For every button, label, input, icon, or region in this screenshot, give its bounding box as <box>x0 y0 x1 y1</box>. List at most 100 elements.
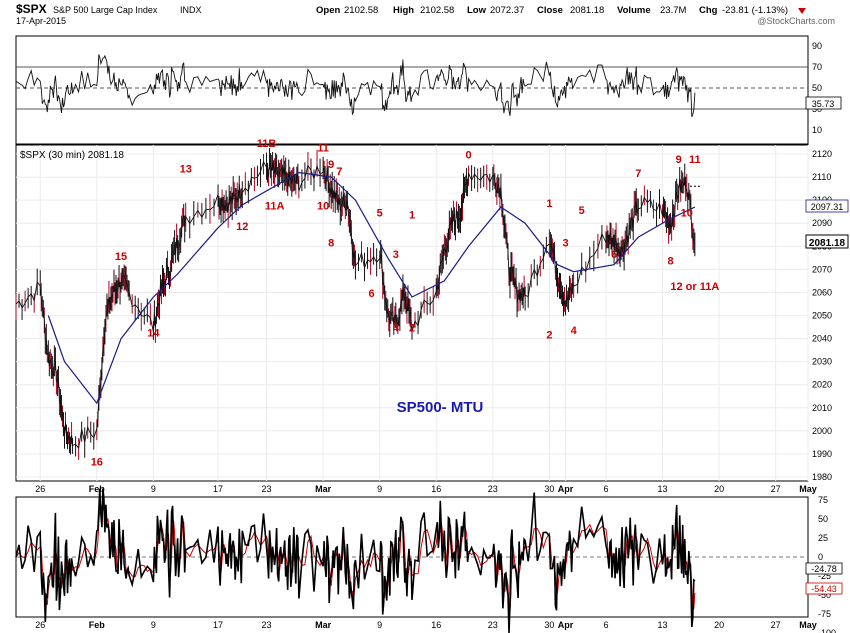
wave-label: 5 <box>377 207 383 219</box>
close-label: Close <box>537 5 563 16</box>
grid-lines <box>16 66 809 558</box>
wave-label: 2 <box>546 330 552 342</box>
wave-label: 1 <box>409 210 415 222</box>
wave-label: 10 <box>681 207 693 219</box>
wave-label: 1 <box>546 198 552 210</box>
stoch-tick-label: 25 <box>818 533 828 543</box>
price-tick-label: 2000 <box>812 426 832 436</box>
x-tick-label: May <box>799 620 817 630</box>
moving-average-line <box>47 171 696 405</box>
x-tick-label: 23 <box>262 484 272 494</box>
price-tick-label: 1980 <box>812 472 832 482</box>
wave-label: 14 <box>147 327 160 339</box>
wave-label: 11 <box>317 143 329 155</box>
price-tick-label: 2020 <box>812 380 832 390</box>
rsi-tick-label: 10 <box>812 125 822 135</box>
stoch-tick-label: -75 <box>818 609 831 619</box>
x-tick-label: Mar <box>315 484 332 494</box>
low-value: 2072.37 <box>490 5 524 16</box>
wave-label: 5 <box>579 205 585 217</box>
chart-caption: SP500- MTU <box>397 399 484 416</box>
wave-label: 6 <box>611 249 617 261</box>
price-tick-label: 2040 <box>812 334 832 344</box>
price-tick-label: 2070 <box>812 264 832 274</box>
wave-label: 9 <box>328 159 334 171</box>
wave-label: 12 or 11A <box>670 281 719 293</box>
axis-labels: 2626FebFeb9917172323MarMar99161623233030… <box>35 41 836 633</box>
stoch-tick-label: -50 <box>818 590 831 600</box>
x-tick-label: May <box>799 484 817 494</box>
price-tick-label: 2010 <box>812 403 832 413</box>
stoch-tick-label: -100 <box>818 628 836 633</box>
chg-down-arrow-icon <box>798 8 806 14</box>
rsi-value-tag: 35.73 <box>805 96 842 110</box>
chart-date: 17-Apr-2015 <box>16 16 66 26</box>
wave-label: 15 <box>115 251 127 263</box>
wave-label: 3 <box>562 237 568 249</box>
rsi-tick-label: 50 <box>812 83 822 93</box>
x-tick-label: 23 <box>262 620 272 630</box>
x-tick-label: 20 <box>714 484 724 494</box>
stoch-tick-label: 75 <box>818 495 828 505</box>
x-tick-label: 6 <box>603 620 608 630</box>
x-tick-label: 20 <box>714 620 724 630</box>
price-tick-label: 2090 <box>812 218 832 228</box>
wave-label: 7 <box>635 168 641 180</box>
stoch-value-tag-a: -24.78 <box>805 562 843 575</box>
x-tick-label: 13 <box>658 484 668 494</box>
open-label: Open <box>316 5 340 16</box>
x-tick-label: 23 <box>488 484 498 494</box>
price-series <box>15 147 700 460</box>
stoch-series <box>15 488 696 633</box>
wave-label: 2 <box>409 323 415 335</box>
x-tick-label: 26 <box>35 620 45 630</box>
svg-text:2097.31: 2097.31 <box>811 202 844 212</box>
price-panel <box>15 144 809 482</box>
x-tick-label: 27 <box>771 620 781 630</box>
price-tick-label: 1990 <box>812 449 832 459</box>
wave-label: 10 <box>317 200 329 212</box>
x-tick-label: 9 <box>151 484 156 494</box>
stoch-tick-label: -25 <box>818 571 831 581</box>
ma-value-tag: 2097.31 <box>805 199 849 213</box>
ohlc-bar: Open 2102.58 High 2102.58 Low 2072.37 Cl… <box>316 5 806 16</box>
low-label: Low <box>467 5 487 16</box>
index-name: S&P 500 Large Cap Index <box>53 5 158 15</box>
x-tick-label: 16 <box>431 620 441 630</box>
x-tick-label: Feb <box>89 620 106 630</box>
wave-label: 13 <box>180 163 192 175</box>
x-tick-label: 30 <box>544 620 554 630</box>
price-tick-label: 2030 <box>812 357 832 367</box>
stoch-line <box>15 488 696 633</box>
price-tick-label: 2060 <box>812 287 832 297</box>
svg-text:2081.18: 2081.18 <box>809 238 846 249</box>
chg-label: Chg <box>699 5 718 16</box>
rsi-line <box>15 54 696 117</box>
stoch-tick-label: 50 <box>818 514 828 524</box>
wave-label: 11B <box>257 138 277 150</box>
wave-label: 8 <box>328 237 334 249</box>
rsi-tick-label: 90 <box>812 41 822 51</box>
x-tick-label: Apr <box>558 484 574 494</box>
wave-label: 11A <box>265 200 285 212</box>
wave-label: 16 <box>91 456 103 468</box>
wave-label: 4 <box>571 325 578 337</box>
x-tick-label: 9 <box>377 484 382 494</box>
x-tick-label: 9 <box>151 620 156 630</box>
x-tick-label: 17 <box>213 620 223 630</box>
x-tick-label: 30 <box>544 484 554 494</box>
wave-label: 9 <box>676 154 682 166</box>
stoch-tick-label: 0 <box>818 552 823 562</box>
x-tick-label: 26 <box>35 484 45 494</box>
wave-label: 6 <box>369 288 375 300</box>
wave-label: 11 <box>689 154 701 166</box>
price-legend: $SPX (30 min) 2081.18 <box>20 150 124 161</box>
wave-label: 0 <box>466 150 472 162</box>
x-tick-label: 6 <box>603 484 608 494</box>
svg-text:-54.43: -54.43 <box>811 584 837 594</box>
watermark: @StockCharts.com <box>757 16 835 26</box>
rsi-series <box>15 54 696 117</box>
wave-label: 3 <box>393 249 399 261</box>
